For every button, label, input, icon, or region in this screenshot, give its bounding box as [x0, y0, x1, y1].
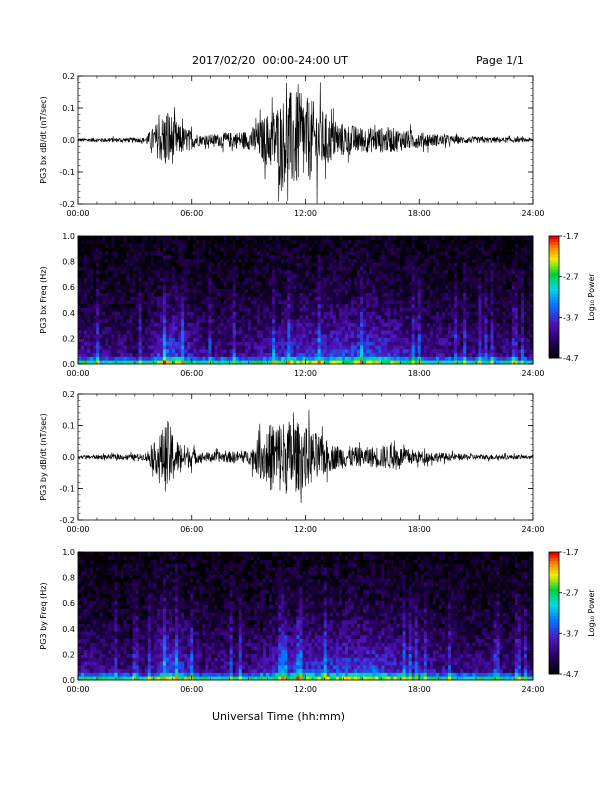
- x-tick-label: 00:00: [66, 525, 89, 534]
- y-tick-label: 1.0: [62, 548, 75, 557]
- x-tick-label: 18:00: [408, 369, 431, 378]
- waveform-trace: [77, 82, 534, 205]
- y-tick-label: 0.2: [62, 334, 75, 343]
- panel-4: -1.7 -2.7 -3.7 -4.7 Log₁₀ Power 00:00 06:00 12:…: [39, 548, 596, 694]
- y-tick-label: 0.6: [62, 599, 75, 608]
- y-tick-label: 0.4: [62, 625, 75, 634]
- y-axis-label: PG3 bx dB/dt (nT/sec): [39, 96, 48, 183]
- colorbar: -1.7 -2.7 -3.7 -4.7 Log₁₀ Power: [548, 232, 596, 363]
- y-tick-label: -0.1: [59, 168, 75, 177]
- y-tick-label: -0.1: [59, 485, 75, 494]
- x-tick-label: 06:00: [180, 369, 203, 378]
- colorbar: -1.7 -2.7 -3.7 -4.7 Log₁₀ Power: [548, 548, 596, 679]
- colorbar-tick-label: -4.7: [563, 670, 579, 679]
- colorbar-tick-label: -3.7: [563, 313, 579, 322]
- panel-3: 00:00 06:00 12:00 18:00 24:00 -0.2 -0.1 0.0 0.1 0…: [39, 390, 545, 534]
- spectrogram-cells: [78, 236, 534, 365]
- x-tick-label: 12:00: [294, 369, 317, 378]
- y-tick-label: 0.1: [62, 422, 75, 431]
- colorbar-tick-label: -2.7: [563, 273, 579, 282]
- y-tick-label: 0.0: [62, 136, 75, 145]
- y-tick-label: -0.2: [59, 200, 75, 209]
- colorbar-tick-label: -2.7: [563, 589, 579, 598]
- waveform-trace: [77, 410, 534, 503]
- y-tick-label: 0.8: [62, 258, 75, 267]
- x-tick-label: 24:00: [521, 209, 544, 218]
- y-tick-label: 0.0: [62, 453, 75, 462]
- colorbar-tick-label: -4.7: [563, 354, 579, 363]
- x-tick-label: 00:00: [66, 369, 89, 378]
- y-tick-label: 0.6: [62, 283, 75, 292]
- y-tick-label: 0.0: [62, 360, 75, 369]
- x-tick-label: 18:00: [408, 525, 431, 534]
- y-axis-label: PG3 bx Freq (Hz): [39, 266, 48, 333]
- y-tick-label: 0.2: [62, 650, 75, 659]
- colorbar-tick-label: -1.7: [563, 548, 579, 557]
- x-tick-label: 18:00: [408, 685, 431, 694]
- colorbar-tick-label: -3.7: [563, 629, 579, 638]
- x-tick-label: 00:00: [66, 685, 89, 694]
- x-tick-label: 06:00: [180, 525, 203, 534]
- y-tick-label: 0.8: [62, 574, 75, 583]
- page-number: Page 1/1: [476, 54, 524, 67]
- waveform: [77, 410, 534, 503]
- x-tick-label: 18:00: [408, 209, 431, 218]
- page-title: 2017/02/20 00:00-24:00 UT: [192, 54, 349, 67]
- x-tick-label: 12:00: [294, 209, 317, 218]
- y-tick-label: 0.2: [62, 390, 75, 399]
- y-tick-label: -0.2: [59, 516, 75, 525]
- x-tick-label: 06:00: [180, 685, 203, 694]
- x-tick-label: 12:00: [294, 685, 317, 694]
- y-tick-label: 0.4: [62, 309, 75, 318]
- x-tick-label: 24:00: [521, 369, 544, 378]
- x-tick-label: 12:00: [294, 525, 317, 534]
- y-tick-label: 1.0: [62, 232, 75, 241]
- x-axis-title: Universal Time (hh:mm): [212, 710, 345, 723]
- colorbar-label: Log₁₀ Power: [587, 273, 596, 321]
- y-tick-label: 0.0: [62, 676, 75, 685]
- colorbar-tick-label: -1.7: [563, 232, 579, 241]
- x-tick-label: 06:00: [180, 209, 203, 218]
- spectrogram-cells: [78, 552, 534, 681]
- panel-2: -1.7 -2.7 -3.7 -4.7 Log₁₀ Power 00:00 06:00 12:…: [39, 232, 596, 378]
- y-axis-label: PG3 by dB/dt (nT/sec): [39, 413, 48, 500]
- waveform: [77, 82, 534, 205]
- y-tick-label: 0.2: [62, 72, 75, 81]
- y-axis-label: PG3 by Freq (Hz): [39, 582, 48, 649]
- x-tick-label: 24:00: [521, 525, 544, 534]
- y-tick-label: 0.1: [62, 104, 75, 113]
- colorbar-label: Log₁₀ Power: [587, 589, 596, 637]
- x-tick-label: 00:00: [66, 209, 89, 218]
- x-tick-label: 24:00: [521, 685, 544, 694]
- panel-1: 00:00 06:00 12:00 18:00 24:00 -0.2 -0.1 0.0 0.1 0…: [39, 72, 545, 218]
